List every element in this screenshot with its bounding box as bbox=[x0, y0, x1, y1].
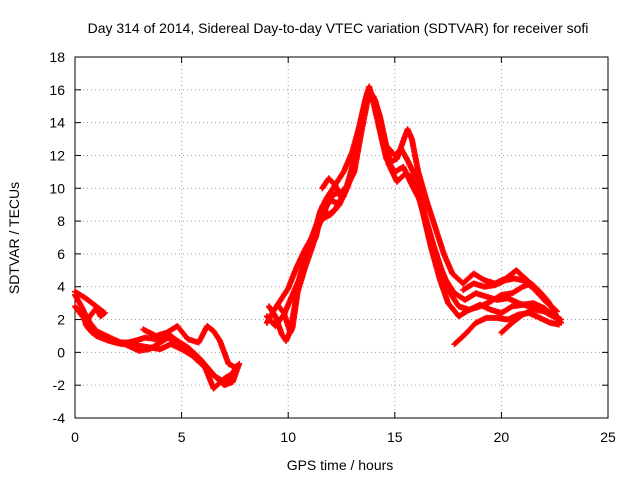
y-tick-label: 10 bbox=[49, 180, 65, 196]
data-point bbox=[319, 204, 326, 211]
data-markers bbox=[72, 83, 565, 392]
y-tick-label: -2 bbox=[53, 377, 66, 393]
chart-title: Day 314 of 2014, Sidereal Day-to-day VTE… bbox=[88, 20, 589, 36]
y-tick-label: -4 bbox=[53, 410, 66, 426]
plot-frame bbox=[74, 56, 609, 419]
y-tick-label: 14 bbox=[49, 115, 65, 131]
series-trace-8 bbox=[274, 86, 560, 336]
y-axis-label: SDTVAR / TECUs bbox=[6, 182, 22, 294]
axis-ticks: 0 5 10 15 20 25 -4 -2 0 2 4 6 8 10 12 14 16 18 bbox=[49, 49, 616, 445]
data-point bbox=[550, 305, 557, 312]
y-tick-label: 2 bbox=[57, 312, 65, 328]
x-axis-label: GPS time / hours bbox=[287, 457, 394, 473]
x-tick-label: 10 bbox=[280, 429, 296, 445]
y-tick-label: 18 bbox=[49, 49, 65, 65]
series-trace-10 bbox=[498, 306, 565, 336]
series-trace-12 bbox=[319, 175, 345, 218]
series-trace-4 bbox=[140, 323, 238, 371]
x-tick-label: 20 bbox=[494, 429, 510, 445]
series-trace-6 bbox=[263, 90, 565, 330]
series-trace-11 bbox=[460, 275, 558, 313]
x-tick-label: 25 bbox=[600, 429, 616, 445]
grid-lines bbox=[75, 57, 608, 418]
x-tick-label: 0 bbox=[71, 429, 79, 445]
data-point bbox=[551, 306, 558, 313]
data-point bbox=[236, 360, 243, 367]
series-trace-9 bbox=[451, 309, 562, 348]
plot-border bbox=[74, 56, 609, 419]
series-trace-3 bbox=[72, 291, 238, 392]
x-tick-label: 15 bbox=[387, 429, 403, 445]
y-tick-label: 16 bbox=[49, 82, 65, 98]
y-tick-label: 8 bbox=[57, 213, 65, 229]
data-point bbox=[231, 364, 238, 371]
data-point bbox=[320, 206, 327, 213]
y-tick-label: 4 bbox=[57, 279, 65, 295]
y-tick-label: 6 bbox=[57, 246, 65, 262]
y-tick-label: 12 bbox=[49, 147, 65, 163]
data-point bbox=[555, 321, 562, 328]
x-tick-label: 5 bbox=[178, 429, 186, 445]
data-point bbox=[558, 316, 565, 323]
y-tick-label: 0 bbox=[57, 344, 65, 360]
